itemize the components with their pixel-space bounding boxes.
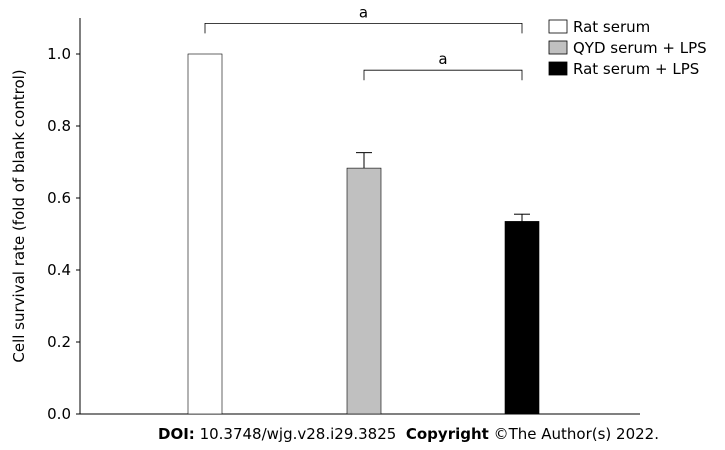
y-tick-label: 0.0 bbox=[47, 405, 71, 423]
legend: Rat serum QYD serum + LPS Rat serum + LPS bbox=[548, 18, 707, 78]
legend-label-3: Rat serum + LPS bbox=[573, 60, 699, 78]
y-ticks: 0.0 0.2 0.4 0.6 0.8 1.0 bbox=[47, 45, 80, 423]
y-tick-label: 0.6 bbox=[47, 189, 71, 207]
significance-label-1: a bbox=[359, 3, 368, 21]
bar-1 bbox=[187, 53, 223, 415]
bars bbox=[187, 53, 540, 415]
y-tick-label: 0.4 bbox=[47, 261, 71, 279]
bar-3 bbox=[504, 221, 540, 415]
legend-label-1: Rat serum bbox=[573, 18, 650, 36]
bar-chart: 0.0 0.2 0.4 0.6 0.8 1.0 Cell survival rate (f… bbox=[10, 3, 707, 423]
legend-swatch-2 bbox=[548, 40, 568, 55]
copyright-label: Copyright bbox=[405, 425, 489, 443]
significance-bracket-2 bbox=[363, 69, 523, 81]
significance-brackets: aa bbox=[204, 3, 523, 81]
significance-bracket-1 bbox=[204, 23, 523, 34]
y-tick-label: 0.8 bbox=[47, 117, 71, 135]
significance-label-2: a bbox=[438, 50, 447, 68]
copyright-value: ©The Author(s) 2022. bbox=[488, 425, 659, 443]
footer-citation: DOI: 10.3748/wjg.v28.i29.3825 Copyright … bbox=[158, 425, 659, 443]
bar-2 bbox=[346, 167, 382, 415]
doi-label: DOI: bbox=[158, 425, 195, 443]
y-tick-label: 1.0 bbox=[47, 45, 71, 63]
y-tick-label: 0.2 bbox=[47, 333, 71, 351]
legend-label-2: QYD serum + LPS bbox=[573, 39, 707, 57]
y-axis-title: Cell survival rate (fold of blank contro… bbox=[10, 69, 28, 362]
error-bars bbox=[356, 152, 530, 222]
doi-value: 10.3748/wjg.v28.i29.3825 bbox=[194, 425, 397, 443]
legend-swatch-1 bbox=[548, 19, 568, 34]
legend-swatch-3 bbox=[548, 61, 568, 76]
